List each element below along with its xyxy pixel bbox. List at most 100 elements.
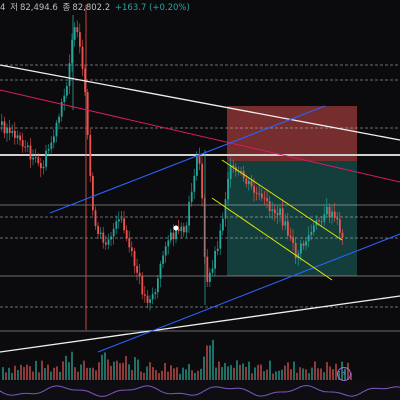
volume-bar xyxy=(47,364,49,380)
candle-body xyxy=(34,157,37,159)
volume-bar xyxy=(53,367,55,380)
volume-bar xyxy=(158,373,160,380)
volume-bar xyxy=(314,361,316,380)
candle-body xyxy=(305,241,307,246)
volume-bar xyxy=(137,359,139,380)
candle-body xyxy=(297,253,300,259)
candle-body xyxy=(328,206,331,218)
volume-bar xyxy=(269,360,271,380)
volume-bar xyxy=(332,369,334,380)
volume-bar xyxy=(68,362,70,380)
candle-body xyxy=(97,225,99,235)
candle-body xyxy=(133,251,136,266)
candle-body xyxy=(248,180,250,184)
volume-bar xyxy=(152,367,154,380)
volume-bar xyxy=(98,362,100,380)
candle-body xyxy=(300,243,302,254)
volume-bar xyxy=(305,369,307,380)
volume-bar xyxy=(188,363,190,380)
volume-bar xyxy=(335,363,337,380)
volume-bar xyxy=(104,352,106,380)
volume-bar xyxy=(56,366,58,380)
volume-bar xyxy=(119,363,121,380)
candle-body xyxy=(128,238,131,248)
candle-body xyxy=(336,217,339,220)
volume-bar xyxy=(311,367,313,380)
candle-body xyxy=(307,234,310,242)
candle-body xyxy=(24,146,27,148)
candle-body xyxy=(255,192,258,194)
candle-body xyxy=(310,232,313,235)
volume-bar xyxy=(170,365,172,380)
volume-bar xyxy=(101,354,103,380)
volume-bar xyxy=(65,355,67,380)
volume-bar xyxy=(260,364,262,380)
candle-body xyxy=(29,145,32,160)
candle-body xyxy=(224,199,227,219)
candle-body xyxy=(120,218,123,220)
candle-body xyxy=(209,272,211,282)
volume-bar xyxy=(221,367,223,380)
candle-body xyxy=(66,85,68,96)
volume-bar xyxy=(209,345,211,380)
volume-bar xyxy=(290,369,292,380)
candle-body xyxy=(58,116,60,123)
volume-bar xyxy=(86,367,88,380)
candle-body xyxy=(73,27,76,40)
volume-bar xyxy=(287,362,289,380)
candle-body xyxy=(131,247,133,252)
volume-bar xyxy=(29,366,31,380)
candle-body xyxy=(281,208,284,226)
volume-bar xyxy=(275,371,277,380)
candle-body xyxy=(154,292,157,295)
candle-body xyxy=(94,210,97,226)
candle-body xyxy=(287,221,289,236)
volume-bar xyxy=(293,361,295,380)
volume-bar xyxy=(38,372,40,380)
candle-body xyxy=(211,268,214,273)
volume-bar xyxy=(203,356,205,380)
ohlc-low-value: 82,494.6 xyxy=(19,3,58,13)
candle-body xyxy=(89,134,92,176)
volume-bar xyxy=(95,370,97,380)
candle-body xyxy=(185,225,188,233)
lightning-bolt-icon[interactable]: ⚡ xyxy=(337,367,351,381)
volume-bar xyxy=(50,371,52,380)
volume-bar xyxy=(233,367,235,380)
candle-body xyxy=(271,209,274,212)
candle-body xyxy=(198,155,201,164)
candle-body xyxy=(289,235,292,238)
volume-bar xyxy=(227,366,229,380)
volume-bar xyxy=(200,368,202,380)
candle-body xyxy=(105,242,107,245)
volume-bar xyxy=(230,365,232,380)
volume-bar xyxy=(113,361,115,380)
candle-body xyxy=(76,27,79,33)
candle-body xyxy=(320,221,323,223)
candle-body xyxy=(245,178,248,184)
volume-bar xyxy=(8,367,10,380)
volume-bar xyxy=(164,362,166,380)
oscillator-pane xyxy=(0,381,400,400)
candle-body xyxy=(240,171,242,173)
volume-bar xyxy=(329,366,331,380)
candle-body xyxy=(261,193,263,198)
volume-bar xyxy=(206,345,208,380)
candle-body xyxy=(279,208,281,216)
volume-bar xyxy=(191,370,193,380)
volume-bar xyxy=(125,355,127,380)
candle-body xyxy=(331,211,333,218)
volume-bar xyxy=(44,368,46,380)
candle-body xyxy=(302,243,305,246)
volume-bar xyxy=(155,370,157,380)
candle-body xyxy=(313,225,315,233)
volume-bar xyxy=(2,367,4,380)
volume-bar xyxy=(23,367,25,380)
volume-bar xyxy=(20,364,22,380)
candle-body xyxy=(55,122,58,137)
ohlc-close-value: 82,802.2 xyxy=(72,3,111,13)
volume-bar xyxy=(236,360,238,380)
candle-body xyxy=(263,197,266,199)
trendline-pink xyxy=(0,89,400,183)
